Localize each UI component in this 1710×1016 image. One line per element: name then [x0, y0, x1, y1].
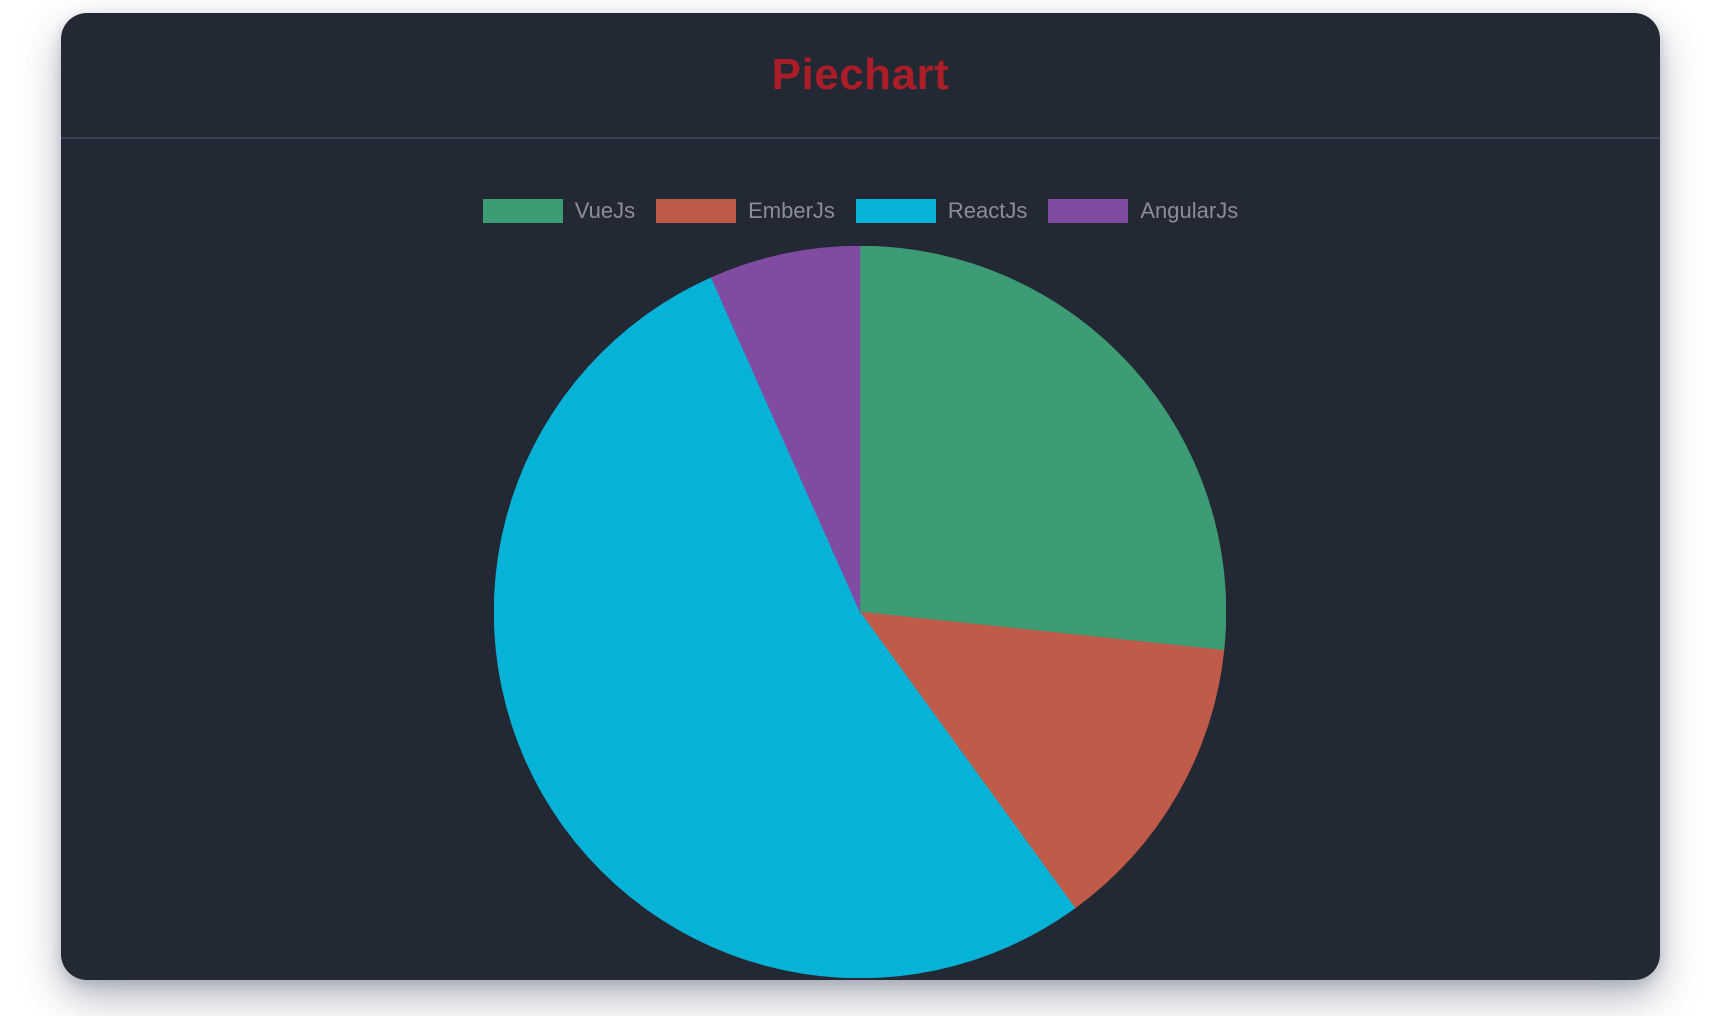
legend-swatch-angularjs: [1048, 199, 1129, 223]
pie-slice-vuejs[interactable]: [859, 246, 1226, 651]
legend-item-vuejs[interactable]: VueJs: [482, 198, 636, 224]
pie-chart: [494, 246, 1226, 978]
pie-slice-reactjs[interactable]: [494, 277, 1076, 978]
legend-item-reactjs[interactable]: ReactJs: [855, 198, 1028, 224]
chart-area: VueJs EmberJs ReactJs AngularJs: [61, 139, 1660, 978]
pie-slice-angularjs[interactable]: [710, 246, 861, 613]
legend-swatch-vuejs: [482, 199, 563, 223]
chart-card: Piechart VueJs EmberJs ReactJs AngularJs: [61, 13, 1660, 980]
legend-swatch-emberjs: [656, 199, 737, 223]
legend-swatch-reactjs: [855, 199, 936, 223]
chart-title: Piechart: [771, 50, 950, 99]
legend-label-vuejs: VueJs: [574, 198, 636, 223]
chart-legend: VueJs EmberJs ReactJs AngularJs: [61, 198, 1660, 224]
pie-slice-emberjs[interactable]: [859, 611, 1225, 909]
legend-item-emberjs[interactable]: EmberJs: [656, 198, 835, 224]
legend-item-angularjs[interactable]: AngularJs: [1048, 198, 1238, 224]
legend-label-reactjs: ReactJs: [947, 198, 1028, 223]
legend-label-angularjs: AngularJs: [1140, 198, 1239, 223]
legend-label-emberjs: EmberJs: [748, 198, 835, 223]
card-header: Piechart: [61, 13, 1660, 139]
